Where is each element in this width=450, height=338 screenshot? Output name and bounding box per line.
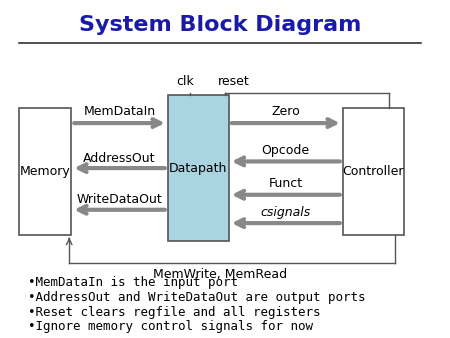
FancyBboxPatch shape [168,95,229,241]
Text: Zero: Zero [271,105,300,118]
Text: Memory: Memory [20,165,71,178]
Text: •Ignore memory control signals for now: •Ignore memory control signals for now [27,320,313,334]
Text: reset: reset [217,75,249,88]
Text: Controller: Controller [342,165,404,178]
FancyBboxPatch shape [19,108,72,235]
Text: •Reset clears regfile and all registers: •Reset clears regfile and all registers [27,306,320,319]
Text: Opcode: Opcode [262,144,310,157]
FancyBboxPatch shape [343,108,404,235]
Text: Datapath: Datapath [169,162,227,175]
Text: MemWrite, MemRead: MemWrite, MemRead [153,268,287,281]
Text: System Block Diagram: System Block Diagram [79,15,361,35]
Text: •AddressOut and WriteDataOut are output ports: •AddressOut and WriteDataOut are output … [27,291,365,304]
Text: WriteDataOut: WriteDataOut [76,193,162,207]
Text: clk: clk [176,75,194,88]
Text: •MemDataIn is the input port: •MemDataIn is the input port [27,276,238,289]
Text: AddressOut: AddressOut [83,152,156,165]
Text: Funct: Funct [269,177,303,190]
Text: csignals: csignals [261,206,311,219]
Text: MemDataIn: MemDataIn [83,105,156,118]
